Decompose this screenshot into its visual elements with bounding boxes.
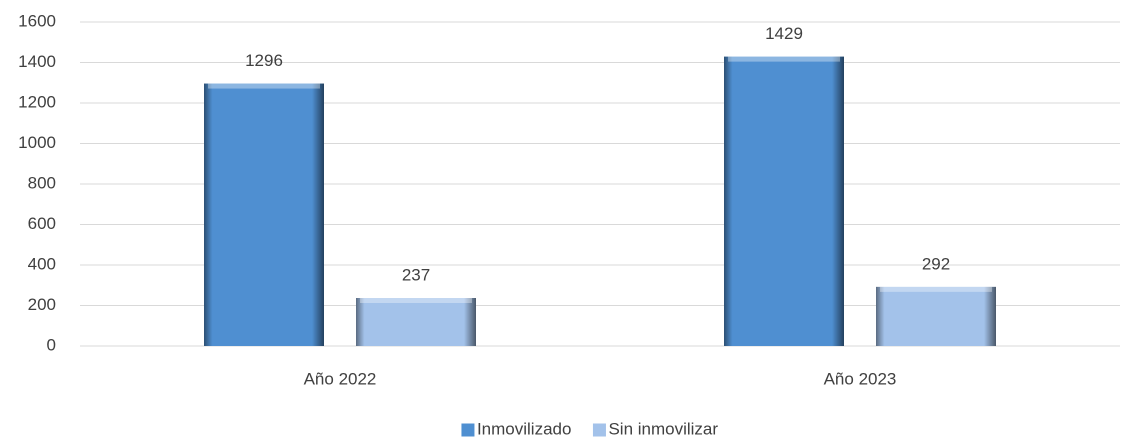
y-tick-label: 1200 — [18, 92, 56, 111]
y-tick-label: 600 — [28, 214, 56, 233]
y-tick-label: 1600 — [18, 11, 56, 30]
data-label: 1429 — [765, 24, 803, 43]
bar — [876, 286, 996, 346]
y-tick-label: 1400 — [18, 52, 56, 71]
y-tick-label: 1000 — [18, 133, 56, 152]
y-tick-label: 200 — [28, 295, 56, 314]
legend: Inmovilizado Sin inmovilizar — [461, 419, 718, 438]
legend-marker — [461, 423, 475, 437]
y-tick-label: 400 — [28, 254, 56, 273]
bar — [204, 83, 324, 346]
data-label: 292 — [922, 254, 950, 273]
x-tick-label: Año 2022 — [304, 369, 377, 388]
legend-label: Sin inmovilizar — [608, 419, 718, 438]
legend-marker — [592, 423, 606, 437]
bar — [356, 298, 476, 346]
data-label: 1296 — [245, 51, 283, 70]
y-tick-label: 0 — [47, 335, 56, 354]
bar — [724, 56, 844, 346]
data-label: 237 — [402, 265, 430, 284]
y-tick-label: 800 — [28, 173, 56, 192]
legend-label: Inmovilizado — [477, 419, 572, 438]
x-tick-label: Año 2023 — [824, 369, 897, 388]
